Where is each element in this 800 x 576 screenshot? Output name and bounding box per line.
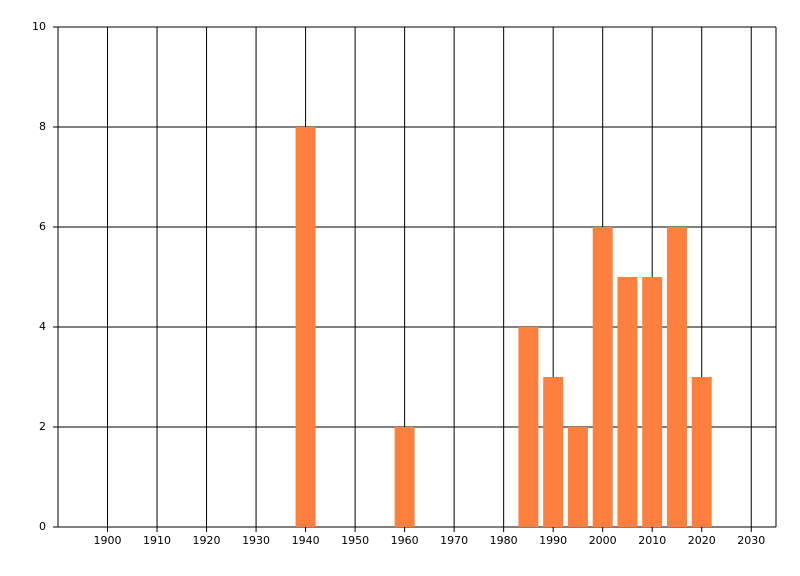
x-tick-label: 1910 — [143, 534, 171, 547]
bar — [592, 227, 613, 527]
y-tick-label: 2 — [39, 420, 46, 433]
bar — [666, 227, 687, 527]
bar — [617, 277, 638, 527]
x-tick-label: 2030 — [737, 534, 765, 547]
bar — [394, 427, 415, 527]
x-tick-label: 1930 — [242, 534, 270, 547]
y-tick-label: 0 — [39, 520, 46, 533]
x-tick-label: 1990 — [539, 534, 567, 547]
x-tick-label: 2010 — [638, 534, 666, 547]
y-tick-label: 6 — [39, 220, 46, 233]
x-tick-label: 2020 — [688, 534, 716, 547]
y-tick-label: 4 — [39, 320, 46, 333]
y-tick-label: 8 — [39, 120, 46, 133]
x-tick-label: 1970 — [440, 534, 468, 547]
x-tick-label: 2000 — [589, 534, 617, 547]
bar — [691, 377, 712, 527]
x-tick-label: 1940 — [292, 534, 320, 547]
x-tick-label: 1960 — [391, 534, 419, 547]
bar — [295, 127, 316, 527]
bar — [642, 277, 663, 527]
bar — [543, 377, 564, 527]
x-tick-label: 1980 — [490, 534, 518, 547]
bar — [567, 427, 588, 527]
bar — [518, 327, 539, 527]
y-tick-label: 10 — [32, 20, 46, 33]
x-tick-label: 1920 — [193, 534, 221, 547]
x-tick-label: 1900 — [94, 534, 122, 547]
x-tick-label: 1950 — [341, 534, 369, 547]
